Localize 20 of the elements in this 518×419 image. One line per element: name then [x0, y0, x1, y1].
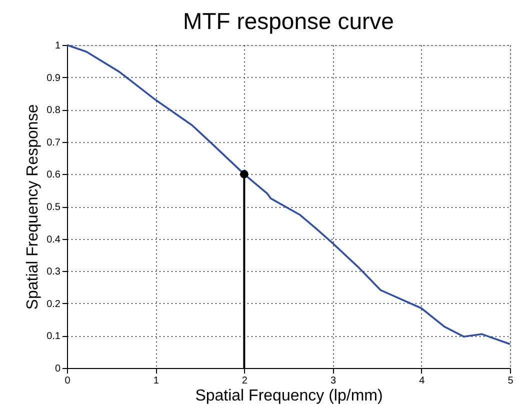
- x-tick-label: 0: [64, 376, 71, 386]
- y-tick-label: 0: [54, 364, 61, 374]
- y-tick-label: 0.3: [46, 266, 61, 278]
- y-tick-label: 0.2: [46, 298, 61, 310]
- y-tick-label: 0.7: [46, 137, 61, 148]
- x-tick-label: 1: [153, 376, 160, 386]
- x-axis-title: Spatial Frequency (lp/mm): [195, 388, 383, 404]
- x-tick-label: 3: [330, 376, 337, 386]
- x-tick-label: 4: [419, 376, 426, 386]
- y-tick-label: 0.9: [46, 72, 61, 84]
- y-tick-label: 1: [54, 40, 61, 52]
- y-tick-label: 0.1: [46, 331, 61, 342]
- y-axis-title: Spatial Frequency Response: [24, 104, 42, 310]
- y-tick-label: 0.8: [46, 105, 61, 116]
- y-tick-label: 0.6: [46, 170, 61, 181]
- x-tick-label: 5: [508, 376, 514, 386]
- chart-title: MTF response curve: [183, 8, 394, 34]
- y-tick-label: 0.4: [46, 234, 61, 246]
- x-tick-label: 2: [242, 376, 248, 386]
- y-tick-label: 0.5: [46, 202, 61, 213]
